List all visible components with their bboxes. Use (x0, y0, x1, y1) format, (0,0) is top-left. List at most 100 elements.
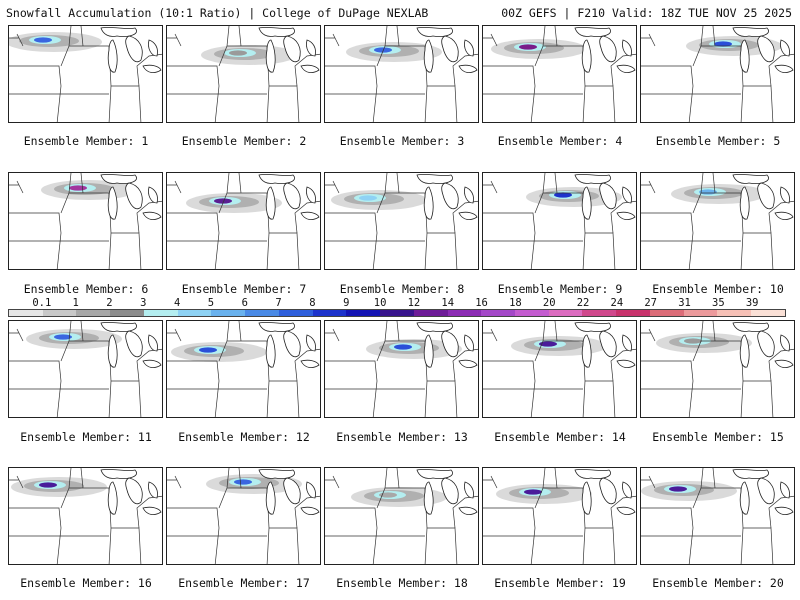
ensemble-member-map (482, 25, 637, 123)
ensemble-member-label: Ensemble Member: 13 (336, 430, 468, 444)
ensemble-member-map (166, 320, 321, 418)
ensemble-member-label: Ensemble Member: 7 (181, 282, 307, 296)
ensemble-member-label: Ensemble Member: 20 (652, 576, 784, 590)
ensemble-member-label: Ensemble Member: 2 (181, 134, 307, 148)
colorbar-segment (582, 310, 617, 316)
colorbar-tick-label: 0.1 (32, 297, 52, 309)
colorbar-labels: 0.1 1 2 3 4 5 6 7 8 9 10 12 14 16 18 20 22 24 27 31 35 39 (8, 297, 786, 309)
snowfall-shading (491, 39, 587, 59)
colorbar-segment (447, 310, 482, 316)
ensemble-member-map (640, 25, 795, 123)
ensemble-member-map (166, 467, 321, 565)
ensemble-member-map (8, 25, 163, 123)
colorbar-tick-label: 3 (140, 297, 147, 309)
ensemble-member-label: Ensemble Member: 19 (494, 576, 626, 590)
colorbar-segment (346, 310, 381, 316)
colorbar-tick-label: 27 (644, 297, 658, 309)
snowfall-colorbar (8, 309, 786, 317)
snowfall-shading (9, 32, 102, 52)
ensemble-member-label: Ensemble Member: 18 (336, 576, 468, 590)
ensemble-member-map (324, 25, 479, 123)
ensemble-member-map (482, 172, 637, 270)
colorbar-tick-label: 16 (475, 297, 488, 309)
snowfall-shading (656, 333, 752, 353)
colorbar-tick-label: 18 (509, 297, 522, 309)
snowfall-shading (366, 339, 462, 359)
colorbar-segment (413, 310, 448, 316)
snowfall-shading (496, 484, 592, 504)
colorbar-segment (9, 310, 43, 316)
snowfall-shading (671, 184, 767, 204)
ensemble-member-label: Ensemble Member: 6 (23, 282, 149, 296)
ensemble-member-map (8, 320, 163, 418)
ensemble-member-label: Ensemble Member: 8 (339, 282, 465, 296)
snowfall-shading (511, 336, 607, 356)
colorbar-tick-label: 5 (207, 297, 215, 309)
colorbar-segment (380, 310, 414, 316)
colorbar-segment (717, 310, 752, 316)
snowfall-shading (641, 481, 737, 501)
colorbar-tick-label: 1 (72, 297, 79, 309)
snowfall-shading (351, 487, 447, 507)
colorbar-tick-label: 8 (309, 297, 316, 309)
colorbar-tick-label: 20 (542, 297, 556, 309)
colorbar-segment (143, 310, 178, 316)
snowfall-shading (26, 329, 122, 349)
ensemble-member-label: Ensemble Member: 17 (178, 576, 310, 590)
ensemble-member-label: Ensemble Member: 4 (497, 134, 623, 148)
snowfall-shading (346, 42, 442, 62)
colorbar-tick-label: 24 (610, 297, 624, 309)
snowfall-shading (186, 193, 282, 213)
colorbar-segment (515, 310, 549, 316)
ensemble-member-label: Ensemble Member: 16 (20, 576, 152, 590)
ensemble-member-map (166, 25, 321, 123)
ensemble-member-label: Ensemble Member: 9 (497, 282, 623, 296)
snowfall-shading (171, 342, 267, 362)
ensemble-member-label: Ensemble Member: 1 (23, 134, 149, 148)
colorbar-tick-label: 31 (678, 297, 691, 309)
colorbar-tick-label: 39 (745, 297, 759, 309)
ensemble-member-map (166, 172, 321, 270)
colorbar-segment (683, 310, 718, 316)
ensemble-member-label: Ensemble Member: 5 (655, 134, 781, 148)
colorbar-segment (110, 310, 144, 316)
colorbar-tick-label: 7 (275, 297, 282, 309)
ensemble-member-label: Ensemble Member: 14 (494, 430, 626, 444)
ensemble-member-label: Ensemble Member: 10 (652, 282, 784, 296)
colorbar-tick-label: 9 (343, 297, 350, 309)
ensemble-member-map (324, 467, 479, 565)
colorbar-segment (481, 310, 516, 316)
map-title: Snowfall Accumulation (10:1 Ratio) | Col… (6, 6, 429, 20)
ensemble-member-map (324, 172, 479, 270)
colorbar-segment (312, 310, 347, 316)
ensemble-member-map (324, 320, 479, 418)
ensemble-member-label: Ensemble Member: 11 (20, 430, 152, 444)
ensemble-member-label: Ensemble Member: 12 (178, 430, 310, 444)
valid-time-title: 00Z GEFS | F210 Valid: 18Z TUE NOV 25 20… (501, 6, 792, 20)
ensemble-member-label: Ensemble Member: 3 (339, 134, 465, 148)
colorbar-segment (278, 310, 313, 316)
colorbar-segment (76, 310, 111, 316)
colorbar-tick-label: 2 (106, 297, 113, 309)
colorbar-segment (616, 310, 650, 316)
ensemble-member-map (640, 172, 795, 270)
snowfall-shading (206, 474, 302, 494)
ensemble-member-label: Ensemble Member: 15 (652, 430, 784, 444)
ensemble-member-map (482, 320, 637, 418)
ensemble-member-map (8, 172, 163, 270)
colorbar-segment (751, 310, 785, 316)
colorbar-tick-label: 12 (407, 297, 421, 309)
ensemble-member-map (640, 467, 795, 565)
colorbar-segment (548, 310, 583, 316)
ensemble-member-map (8, 467, 163, 565)
colorbar-segment (649, 310, 684, 316)
colorbar-tick-label: 35 (712, 297, 725, 309)
colorbar-segment (177, 310, 212, 316)
colorbar-segment (211, 310, 246, 316)
colorbar-tick-label: 22 (576, 297, 590, 309)
ensemble-member-map (640, 320, 795, 418)
snowfall-shading (201, 45, 297, 65)
colorbar-tick-label: 6 (241, 297, 248, 309)
colorbar-tick-label: 14 (441, 297, 455, 309)
snowfall-shading (11, 477, 107, 497)
